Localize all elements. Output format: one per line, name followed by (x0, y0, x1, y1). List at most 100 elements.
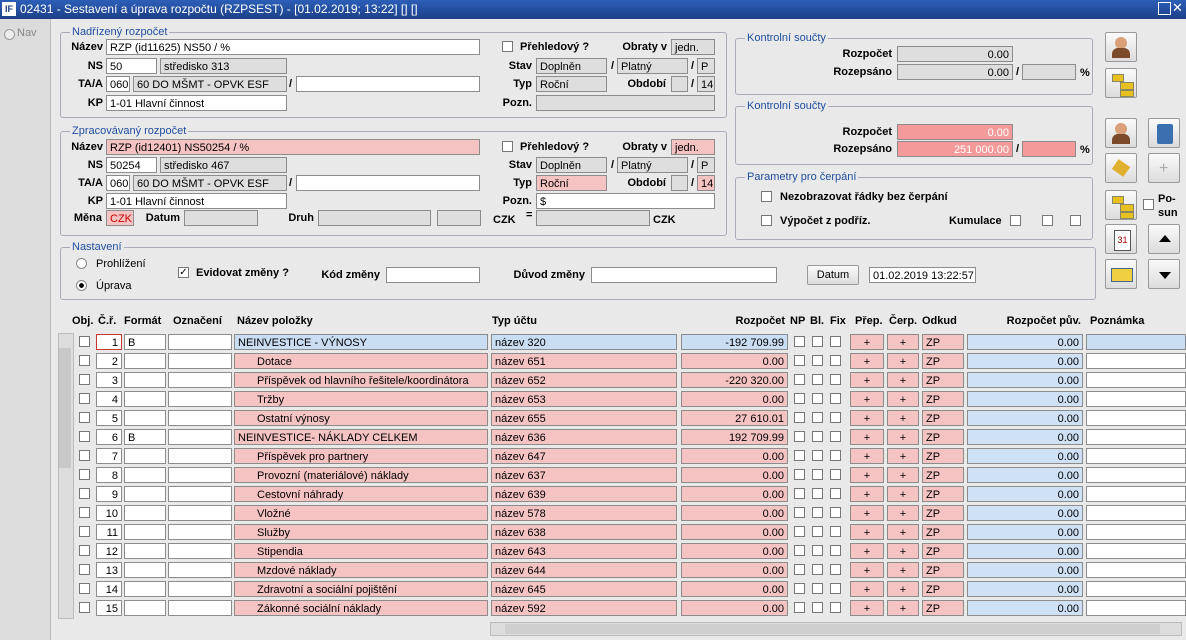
input-field[interactable]: Příspěvek od hlavního řešitele/koordinát… (234, 372, 488, 388)
input-field[interactable]: + (850, 543, 884, 559)
input-field[interactable]: 1 (96, 334, 122, 350)
checkbox[interactable] (794, 488, 805, 499)
checkbox[interactable] (812, 564, 823, 575)
input-field[interactable]: 14 (697, 175, 715, 191)
input-field[interactable]: název 645 (491, 581, 677, 597)
input-field[interactable]: + (887, 429, 919, 445)
checkbox[interactable] (830, 336, 841, 347)
input-field[interactable]: RZP (id12401) NS50254 / % (106, 139, 480, 155)
input-field[interactable]: 5 (96, 410, 122, 426)
input-field[interactable]: 50 (106, 58, 157, 74)
input-field[interactable]: $ (536, 193, 715, 209)
input-field[interactable]: 0.00 (681, 448, 788, 464)
input-field[interactable]: název 638 (491, 524, 677, 540)
checkbox[interactable] (830, 507, 841, 518)
checkbox[interactable] (794, 336, 805, 347)
checkbox[interactable] (830, 545, 841, 556)
input-field[interactable] (124, 372, 166, 388)
input-field[interactable]: Platný (617, 157, 688, 173)
checkbox[interactable] (79, 431, 90, 442)
radio[interactable] (76, 258, 87, 269)
input-field[interactable]: ZP (922, 429, 964, 445)
input-field[interactable]: 0.00 (897, 46, 1013, 62)
input-field[interactable] (124, 467, 166, 483)
input-field[interactable] (1086, 372, 1186, 388)
input-field[interactable]: 15 (96, 600, 122, 616)
checkbox[interactable] (1042, 215, 1053, 226)
input-field[interactable]: 0.00 (681, 486, 788, 502)
checkbox[interactable] (812, 545, 823, 556)
input-field[interactable]: 0.00 (967, 448, 1083, 464)
input-field[interactable]: Vložné (234, 505, 488, 521)
input-field[interactable]: 0.00 (967, 391, 1083, 407)
input-field[interactable]: název 653 (491, 391, 677, 407)
checkbox[interactable] (812, 336, 823, 347)
input-field[interactable]: 0.00 (967, 410, 1083, 426)
checkbox[interactable] (79, 488, 90, 499)
input-field[interactable]: 060 (106, 175, 130, 191)
checkbox[interactable] (794, 393, 805, 404)
checkbox[interactable] (79, 602, 90, 613)
input-field[interactable]: + (887, 410, 919, 426)
input-field[interactable]: ZP (922, 467, 964, 483)
input-field[interactable]: Platný (617, 58, 688, 74)
checkbox[interactable] (794, 545, 805, 556)
input-field[interactable]: 0.00 (681, 353, 788, 369)
input-field[interactable]: ZP (922, 486, 964, 502)
input-field[interactable]: 4 (96, 391, 122, 407)
input-field[interactable]: Cestovní náhrady (234, 486, 488, 502)
input-field[interactable]: 0.00 (967, 467, 1083, 483)
input-field[interactable]: 0.00 (967, 505, 1083, 521)
checkbox[interactable] (812, 469, 823, 480)
input-field[interactable]: název 320 (491, 334, 677, 350)
input-field[interactable]: 9 (96, 486, 122, 502)
nav-radio[interactable] (4, 29, 15, 40)
checkbox[interactable] (830, 583, 841, 594)
checkbox[interactable] (830, 412, 841, 423)
input-field[interactable]: název 644 (491, 562, 677, 578)
radio-checked[interactable] (76, 280, 87, 291)
input-field[interactable] (1086, 524, 1186, 540)
input-field[interactable]: název 639 (491, 486, 677, 502)
input-field[interactable]: 6 (96, 429, 122, 445)
input-field[interactable] (1086, 410, 1186, 426)
input-field[interactable]: 27 610.01 (681, 410, 788, 426)
input-field[interactable]: ZP (922, 410, 964, 426)
input-field[interactable]: název 655 (491, 410, 677, 426)
input-field[interactable] (671, 76, 688, 92)
input-field[interactable]: 0.00 (967, 429, 1083, 445)
input-field[interactable]: + (850, 429, 884, 445)
input-field[interactable] (1086, 505, 1186, 521)
input-field[interactable] (168, 562, 232, 578)
input-field[interactable] (168, 600, 232, 616)
input-field[interactable] (168, 353, 232, 369)
checkbox[interactable] (79, 545, 90, 556)
close-button[interactable]: ✕ (1172, 0, 1183, 16)
input-field[interactable]: P (697, 58, 715, 74)
input-field[interactable] (1086, 562, 1186, 578)
input-field[interactable]: + (887, 505, 919, 521)
input-field[interactable]: 7 (96, 448, 122, 464)
checkbox[interactable] (502, 41, 513, 52)
checkbox[interactable] (79, 374, 90, 385)
input-field[interactable]: název 651 (491, 353, 677, 369)
input-field[interactable]: 0.00 (967, 543, 1083, 559)
checkbox[interactable] (794, 507, 805, 518)
input-field[interactable] (1086, 429, 1186, 445)
input-field[interactable]: Tržby (234, 391, 488, 407)
input-field[interactable]: název 647 (491, 448, 677, 464)
input-field[interactable]: B (124, 429, 166, 445)
restore-button[interactable] (1158, 2, 1171, 15)
input-field[interactable] (124, 562, 166, 578)
input-field[interactable]: + (850, 581, 884, 597)
checkbox[interactable] (1143, 199, 1154, 210)
input-field[interactable]: ZP (922, 581, 964, 597)
checkbox[interactable] (1070, 215, 1081, 226)
checkbox[interactable] (830, 450, 841, 461)
user-button[interactable] (1105, 118, 1137, 148)
input-field[interactable] (168, 486, 232, 502)
input-field[interactable]: 0.00 (967, 562, 1083, 578)
input-field[interactable]: Služby (234, 524, 488, 540)
input-field[interactable]: 0.00 (967, 486, 1083, 502)
checkbox[interactable] (830, 374, 841, 385)
